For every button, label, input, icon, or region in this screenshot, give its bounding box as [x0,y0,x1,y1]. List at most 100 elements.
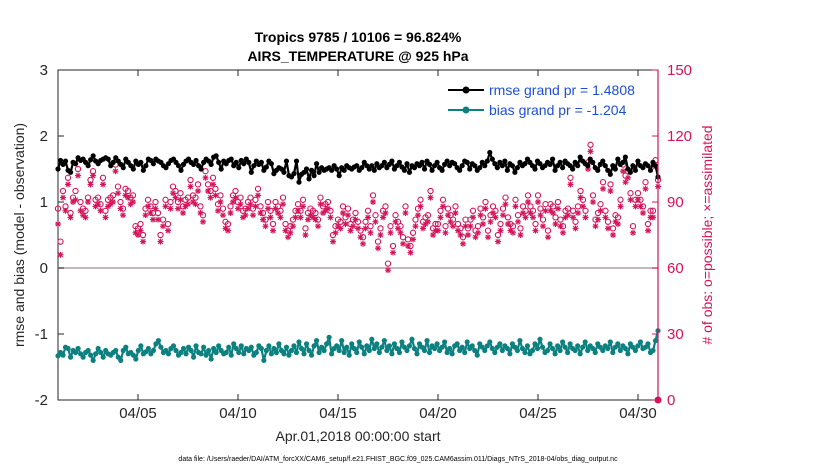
rmse-point [283,158,290,164]
obs-possible-point [417,196,424,203]
bias-point [442,339,448,345]
obs-assimilated-point [202,174,209,181]
obs-possible-point [432,220,439,228]
rmse-point [557,159,563,165]
rmse-point [389,158,395,164]
bias-point [499,347,505,354]
rmse-point [336,173,342,179]
bias-point [180,345,187,352]
obs-assimilated-point [147,210,154,216]
y2-tick-label: 150 [667,62,692,79]
obs-possible-point [162,196,169,203]
obs-possible-point [384,260,392,267]
rmse-point [577,154,583,160]
obs-assimilated-point [210,181,216,188]
bias-point [351,345,357,352]
obs-assimilated-point [412,223,419,230]
bias-point [560,339,566,345]
bias-point [118,357,124,363]
bias-point [384,347,390,354]
obs-assimilated-point [570,214,576,221]
rmse-point [632,167,639,173]
obs-possible-point [597,201,604,208]
rmse-point [246,159,252,165]
bias-point [311,343,317,349]
bias-point [600,347,606,354]
obs-possible-point [59,187,67,195]
obs-assimilated-point [135,232,141,238]
rmse-point [492,161,498,167]
bias-point [356,339,362,345]
bias-point [298,345,305,352]
bias-point [266,343,272,349]
obs-assimilated-point [625,174,631,181]
obs-assimilated-point [370,199,376,205]
bias-point [248,344,254,350]
bias-point [459,344,465,350]
obs-possible-point [409,229,417,236]
rmse-point [175,163,182,169]
obs-assimilated-point [395,225,401,232]
obs-assimilated-point [157,238,164,245]
obs-assimilated-point [260,216,266,223]
obs-assimilated-point [117,205,124,212]
bias-point [444,349,450,356]
obs-possible-point [129,192,137,199]
obs-possible-point [194,181,202,188]
bias-point [296,339,302,345]
bias-point [610,349,616,356]
obs-assimilated-point [622,179,629,186]
bias-point [98,349,104,356]
obs-possible-point [512,196,519,203]
obs-assimilated-point [232,194,239,201]
bias-point [580,344,586,350]
obs-possible-point [599,179,607,186]
rmse-point [487,149,493,156]
bias-point [364,343,370,349]
obs-assimilated-point [442,229,449,236]
bias-point [411,345,418,352]
bias-point [572,347,578,354]
obs-possible-point [324,198,332,206]
bias-point [201,344,207,350]
obs-assimilated-point [420,225,426,232]
obs-assimilated-point [277,214,284,221]
obs-possible-point [517,225,524,232]
obs-assimilated-point [520,210,526,216]
obs-possible-point [484,227,492,234]
obs-possible-point [219,205,227,212]
obs-possible-point [587,141,594,148]
rmse-point [311,173,317,179]
y-tick-label: 1 [40,194,48,211]
obs-assimilated-point [445,212,451,219]
obs-assimilated-point [472,234,479,241]
bias-point [449,351,455,357]
obs-assimilated-point [237,201,244,208]
rmse-point [268,161,274,167]
bias-point [447,345,453,352]
bias-point [504,345,510,352]
bias-point [316,349,322,356]
obs-possible-point [137,220,144,228]
legend-rmse-label: rmse grand pr = 1.4808 [489,82,635,98]
obs-possible-point [377,225,384,232]
bias-point [213,349,219,356]
x-tick-label: 04/30 [619,405,657,422]
obs-assimilated-point [267,214,274,221]
obs-assimilated-point [110,199,116,205]
bias-point [228,352,234,358]
obs-assimilated-point [492,214,499,221]
bias-point [130,352,136,358]
obs-assimilated-point [345,212,351,219]
rmse-point [296,179,302,185]
obs-assimilated-point [252,203,259,210]
obs-possible-point [364,207,372,214]
y-tick-label: 3 [40,62,48,79]
rmse-point [552,167,558,173]
obs-assimilated-point [357,234,364,241]
obs-possible-point [232,187,239,195]
obs-assimilated-point [220,212,226,219]
bias-point [233,345,239,352]
rmse-point [645,163,651,169]
legend-bias-marker [462,106,470,114]
